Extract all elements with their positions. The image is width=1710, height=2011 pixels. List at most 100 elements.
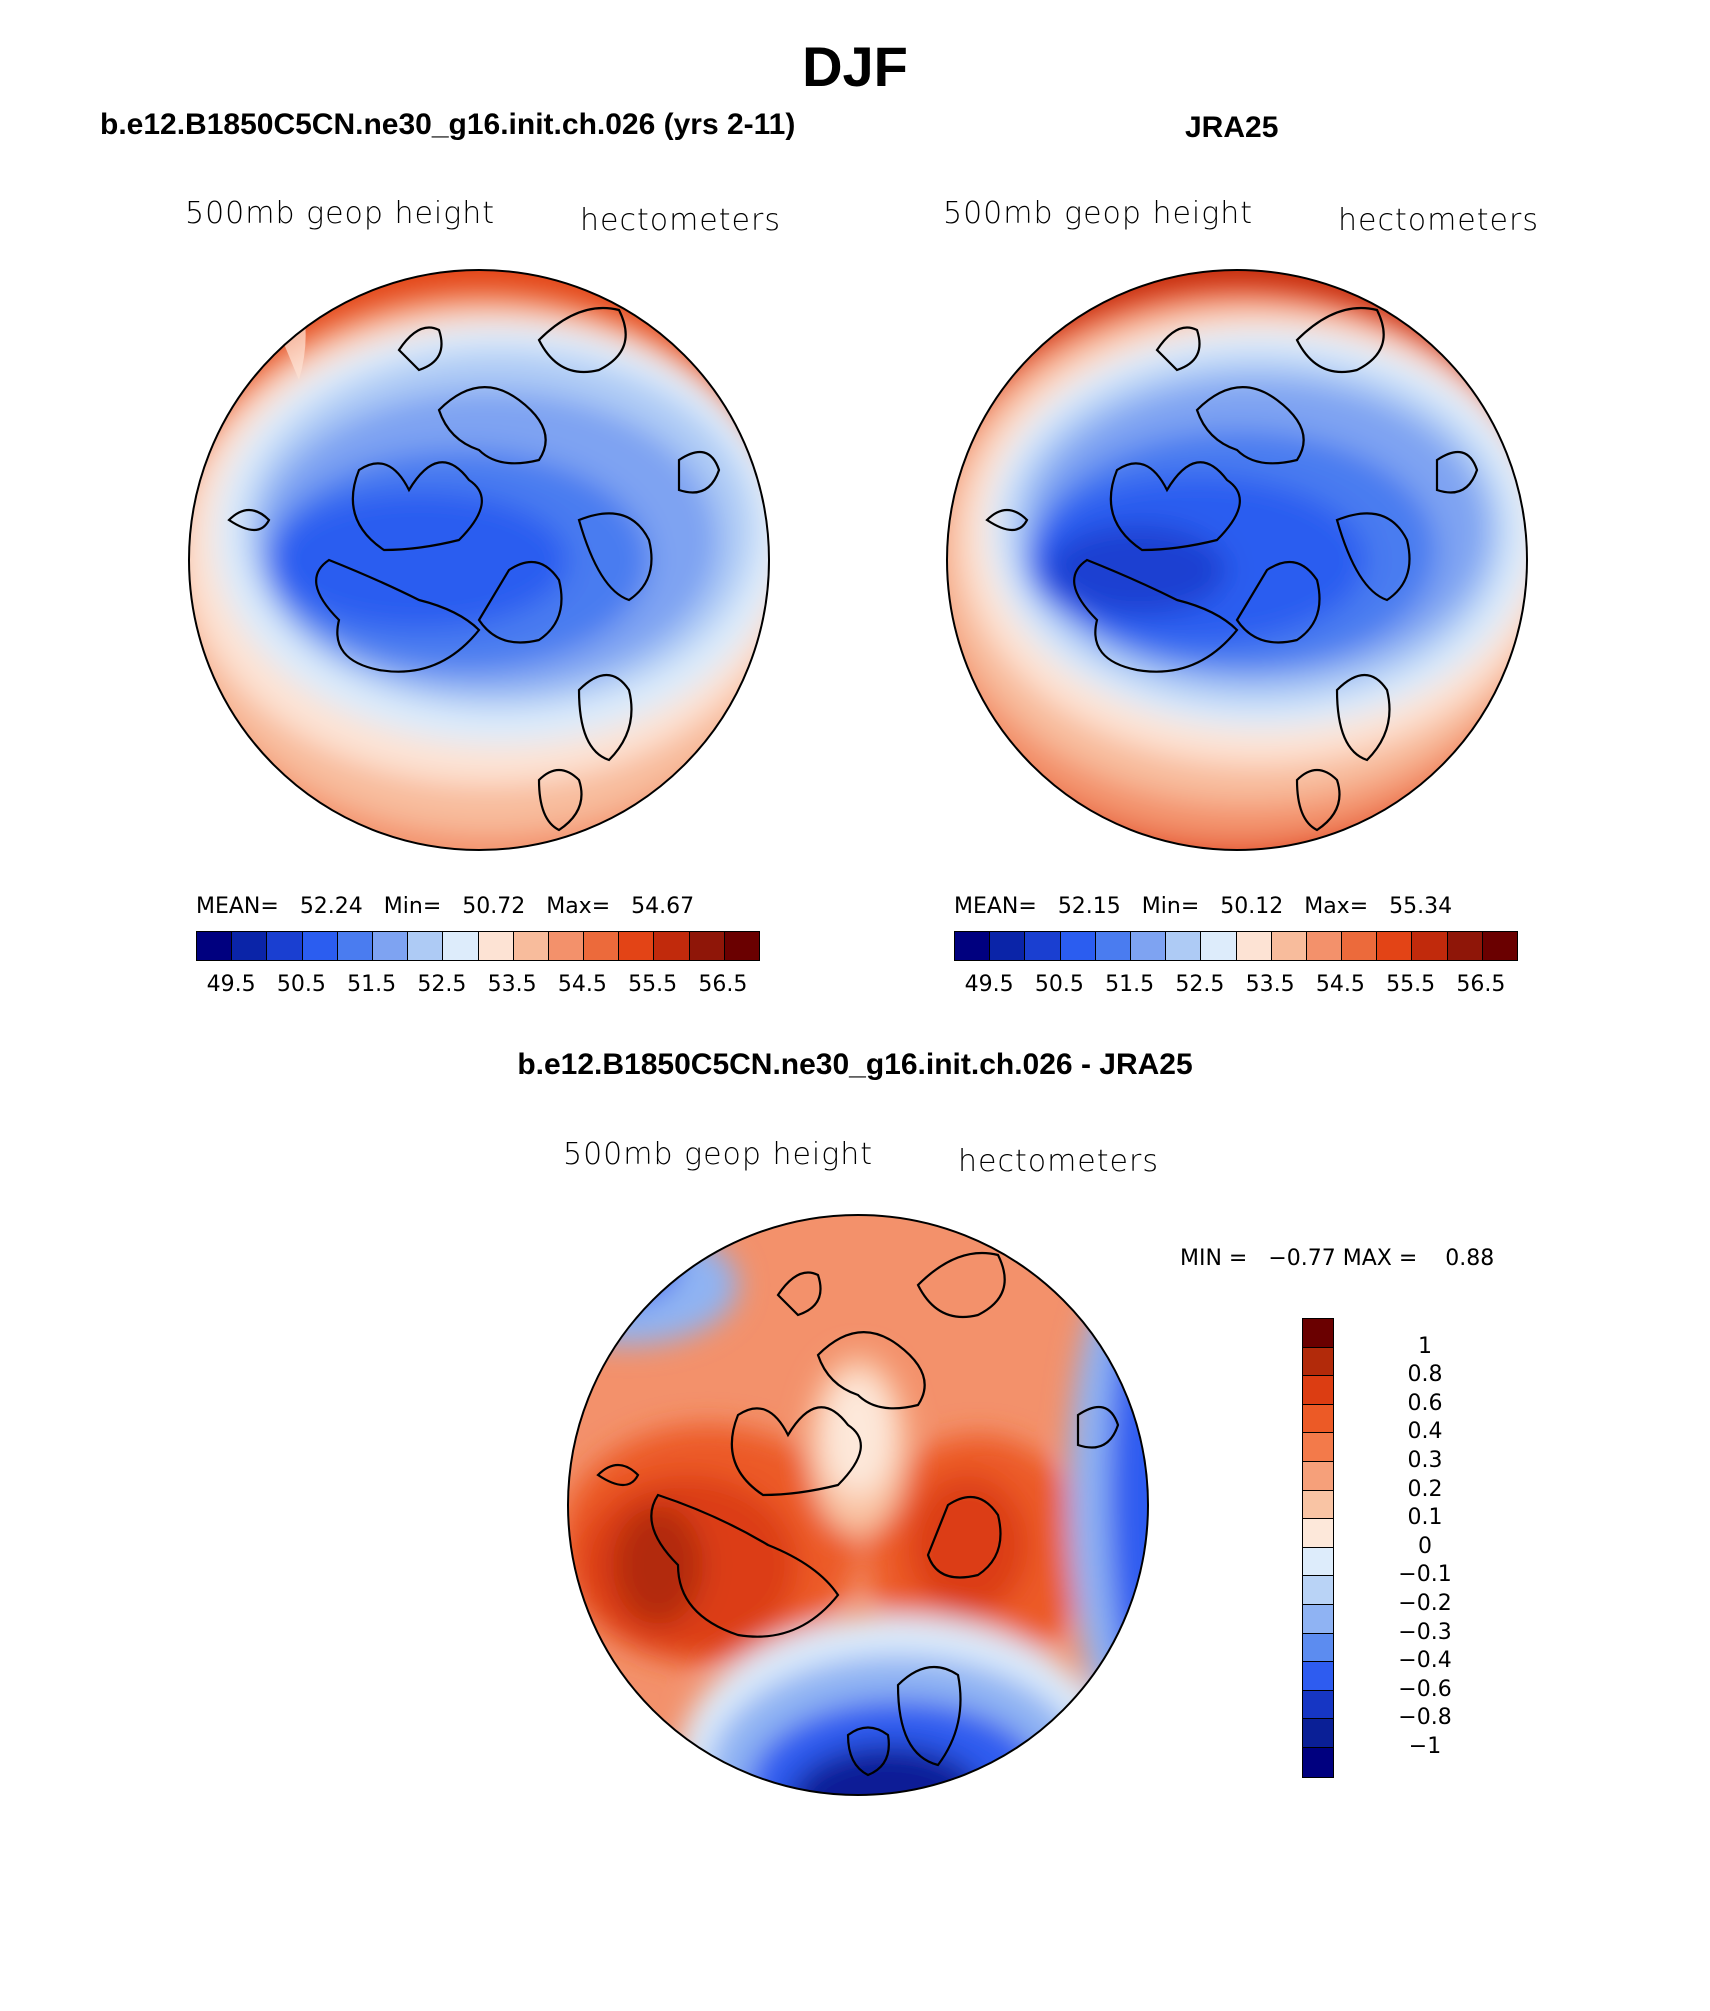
model-min-value: 50.72 xyxy=(462,894,526,919)
colorbar-tick-label: 49.5 xyxy=(206,972,256,997)
obs-mean-label: MEAN= xyxy=(954,894,1037,919)
colorbar-tick-label: 49.5 xyxy=(964,972,1014,997)
obs-stats: MEAN= 52.15 Min= 50.12 Max= 55.34 xyxy=(954,894,1452,919)
colorbar-swatch xyxy=(689,932,725,960)
colorbar-swatch xyxy=(1303,1519,1333,1548)
diff-min-label: MIN = xyxy=(1180,1246,1248,1271)
colorbar-swatch xyxy=(1303,1547,1333,1577)
colorbar-swatch xyxy=(1303,1433,1333,1462)
colorbar-swatch xyxy=(1303,1461,1333,1491)
colorbar-tick-label: −1 xyxy=(1408,1734,1442,1759)
model-colorbar xyxy=(196,931,760,961)
colorbar-swatch xyxy=(1303,1690,1333,1720)
colorbar-swatch xyxy=(232,932,268,960)
colorbar-tick-label: −0.6 xyxy=(1398,1676,1452,1702)
colorbar-tick-label: 54.5 xyxy=(1315,972,1365,997)
obs-min-label: Min= xyxy=(1141,894,1200,919)
colorbar-swatch xyxy=(1201,932,1237,960)
colorbar-swatch xyxy=(1060,932,1096,960)
colorbar-swatch xyxy=(1130,932,1167,960)
colorbar-swatch xyxy=(1303,1376,1333,1405)
colorbar-swatch xyxy=(955,932,991,960)
colorbar-swatch xyxy=(654,932,690,960)
obs-max-label: Max= xyxy=(1304,894,1369,919)
colorbar-tick-label: 50.5 xyxy=(276,972,326,997)
colorbar-swatch xyxy=(197,932,233,960)
diff-min-value: −0.77 xyxy=(1268,1246,1336,1271)
obs-polar-map xyxy=(946,269,1528,851)
colorbar-swatch xyxy=(1095,932,1131,960)
colorbar-tick-label: 0.3 xyxy=(1407,1448,1443,1473)
diff-stats: MIN = −0.77 MAX = 0.88 xyxy=(1180,1246,1494,1271)
colorbar-tick-label: 55.5 xyxy=(628,972,678,997)
colorbar-swatch xyxy=(724,932,759,960)
colorbar-tick-label: 0.6 xyxy=(1407,1390,1443,1416)
colorbar-tick-label: 54.5 xyxy=(557,972,607,997)
colorbar-tick-label: 52.5 xyxy=(1175,972,1225,997)
model-max-value: 54.67 xyxy=(631,894,695,919)
obs-colorbar-ticks: 49.5 50.5 51.5 52.5 53.5 54.5 55.5 56.5 xyxy=(954,972,1516,1002)
model-max-label: Max= xyxy=(546,894,611,919)
colorbar-swatch xyxy=(1271,932,1307,960)
colorbar-swatch xyxy=(1303,1719,1333,1748)
colorbar-swatch xyxy=(1166,932,1202,960)
colorbar-swatch xyxy=(1303,1747,1333,1777)
colorbar-swatch xyxy=(619,932,655,960)
colorbar-tick-label: −0.4 xyxy=(1398,1648,1452,1674)
colorbar-tick-label: 51.5 xyxy=(1105,972,1155,997)
model-min-label: Min= xyxy=(383,894,442,919)
diff-max-label: MAX = xyxy=(1342,1246,1418,1271)
colorbar-swatch xyxy=(1377,932,1413,960)
figure-title: DJF xyxy=(802,35,908,98)
colorbar-swatch xyxy=(302,932,338,960)
colorbar-swatch xyxy=(990,932,1026,960)
obs-var-label: 500mb geop height xyxy=(943,196,1254,231)
colorbar-swatch xyxy=(337,932,373,960)
diff-colorbar xyxy=(1302,1318,1334,1778)
colorbar-swatch xyxy=(1236,932,1272,960)
obs-colorbar xyxy=(954,931,1518,961)
colorbar-swatch xyxy=(513,932,549,960)
obs-max-value: 55.34 xyxy=(1389,894,1453,919)
colorbar-swatch xyxy=(1303,1633,1333,1663)
colorbar-swatch xyxy=(1342,932,1378,960)
colorbar-swatch xyxy=(408,932,444,960)
colorbar-swatch xyxy=(372,932,409,960)
model-var-label: 500mb geop height xyxy=(185,196,496,231)
colorbar-tick-label: 0.1 xyxy=(1407,1505,1443,1531)
model-colorbar-ticks: 49.5 50.5 51.5 52.5 53.5 54.5 55.5 56.5 xyxy=(196,972,758,1002)
colorbar-tick-label: 0.2 xyxy=(1407,1476,1443,1502)
colorbar-swatch xyxy=(548,932,585,960)
obs-min-value: 50.12 xyxy=(1220,894,1284,919)
diff-panel-heading: b.e12.B1850C5CN.ne30_g16.init.ch.026 - J… xyxy=(517,1048,1193,1081)
colorbar-tick-label: −0.3 xyxy=(1398,1619,1452,1645)
model-mean-label: MEAN= xyxy=(196,894,279,919)
colorbar-swatch xyxy=(478,932,514,960)
obs-mean-value: 52.15 xyxy=(1057,894,1121,919)
colorbar-swatch xyxy=(584,932,620,960)
colorbar-swatch xyxy=(1303,1319,1333,1348)
model-panel-heading: b.e12.B1850C5CN.ne30_g16.init.ch.026 (yr… xyxy=(100,108,796,141)
colorbar-swatch xyxy=(1303,1604,1333,1634)
obs-units-label: hectometers xyxy=(1338,203,1539,238)
colorbar-tick-label: −0.1 xyxy=(1398,1562,1452,1588)
colorbar-tick-label: 51.5 xyxy=(347,972,397,997)
colorbar-swatch xyxy=(267,932,303,960)
colorbar-tick-label: 56.5 xyxy=(1456,972,1506,997)
colorbar-swatch xyxy=(1303,1404,1333,1434)
obs-panel-heading: JRA25 xyxy=(1185,111,1279,144)
colorbar-swatch xyxy=(1306,932,1343,960)
colorbar-tick-label: 0.8 xyxy=(1407,1362,1443,1388)
diff-max-value: 0.88 xyxy=(1445,1246,1495,1271)
colorbar-tick-label: 56.5 xyxy=(698,972,748,997)
colorbar-swatch xyxy=(443,932,479,960)
colorbar-swatch xyxy=(1412,932,1448,960)
model-units-label: hectometers xyxy=(580,203,781,238)
colorbar-swatch xyxy=(1482,932,1517,960)
colorbar-tick-label: −0.8 xyxy=(1398,1705,1452,1731)
model-stats: MEAN= 52.24 Min= 50.72 Max= 54.67 xyxy=(196,894,694,919)
colorbar-swatch xyxy=(1025,932,1061,960)
colorbar-tick-label: 53.5 xyxy=(487,972,537,997)
colorbar-tick-label: 0.4 xyxy=(1407,1419,1443,1445)
model-mean-value: 52.24 xyxy=(299,894,363,919)
